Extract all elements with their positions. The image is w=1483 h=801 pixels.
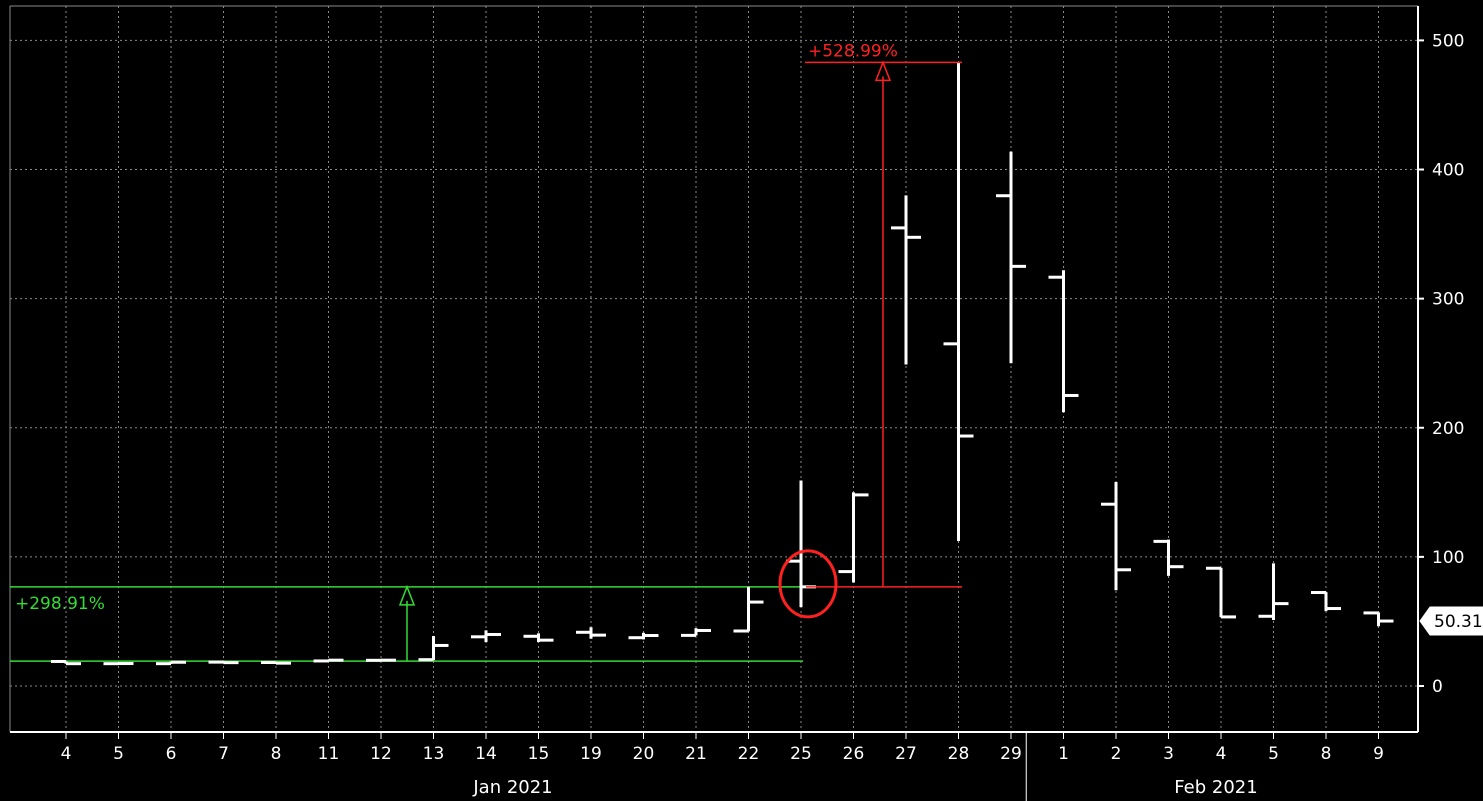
x-tick-label: 7 <box>218 744 229 764</box>
ohlc-bar <box>261 661 291 665</box>
ohlc-bar <box>1311 591 1341 612</box>
ohlc-bar <box>1206 566 1236 619</box>
x-tick-label: 14 <box>475 744 497 764</box>
ohlc-bar <box>1101 481 1131 591</box>
x-tick-label: 20 <box>633 744 655 764</box>
last-price-label: 50.31 <box>1434 612 1483 632</box>
x-tick-label: 29 <box>1000 744 1022 764</box>
ohlc-bar <box>208 660 239 665</box>
x-tick-label: 26 <box>843 744 865 764</box>
x-tick-label: 21 <box>685 744 707 764</box>
x-tick-label: 13 <box>423 744 445 764</box>
month-label: Feb 2021 <box>1174 777 1257 798</box>
ohlc-bar <box>681 628 711 637</box>
y-tick-label: 300 <box>1432 290 1464 310</box>
x-tick-label: 15 <box>528 744 550 764</box>
x-tick-label: 11 <box>318 744 340 764</box>
ohlc-bar <box>156 660 186 666</box>
red-percent-label: +528.99% <box>808 41 898 61</box>
y-tick-label: 0 <box>1432 677 1443 697</box>
x-tick-label: 3 <box>1163 744 1174 764</box>
x-tick-label: 28 <box>948 744 970 764</box>
ohlc-bar <box>943 62 974 541</box>
ohlc-bar <box>576 627 606 639</box>
x-tick-label: 25 <box>790 744 812 764</box>
x-tick-label: 8 <box>1321 744 1332 764</box>
y-tick-label: 100 <box>1432 548 1464 568</box>
green-arrow-head <box>398 584 416 606</box>
green-percent-label: +298.91% <box>15 594 105 614</box>
x-tick-label: 8 <box>271 744 282 764</box>
x-tick-label: 1 <box>1058 744 1069 764</box>
x-tick-label: 19 <box>580 744 602 764</box>
x-tick-label: 4 <box>1216 744 1227 764</box>
annotation-layer: +298.91% +528.99% <box>15 41 962 619</box>
y-tick-label: 200 <box>1432 419 1464 439</box>
ohlc-bar <box>103 662 134 666</box>
x-tick-label: 9 <box>1373 744 1384 764</box>
ohlc-bar <box>366 658 396 662</box>
bars-layer <box>51 62 1394 666</box>
y-tick-label: 500 <box>1432 31 1464 51</box>
y-tick-label: 400 <box>1432 161 1464 181</box>
ohlc-bar <box>51 659 81 666</box>
last-price-flag <box>1419 606 1483 636</box>
x-tick-label: 2 <box>1111 744 1122 764</box>
ohlc-bar <box>1258 563 1289 621</box>
ohlc-bar <box>1153 539 1184 576</box>
highlight-circle <box>778 549 838 619</box>
month-label: Jan 2021 <box>472 777 552 798</box>
ohlc-bar <box>891 195 921 365</box>
ohlc-bar <box>418 636 449 662</box>
ohlc-bar <box>838 492 869 583</box>
x-tick-label: 27 <box>895 744 917 764</box>
red-arrow-head <box>874 60 892 82</box>
ohlc-bar <box>313 658 344 663</box>
x-tick-label: 5 <box>113 744 124 764</box>
x-tick-label: 12 <box>370 744 392 764</box>
x-tick-label: 22 <box>738 744 760 764</box>
ohlc-bar <box>1363 611 1394 627</box>
x-tick-label: 5 <box>1268 744 1279 764</box>
annotation-layer-under <box>10 584 806 662</box>
ohlc-bar <box>733 586 764 633</box>
x-tick-label: 6 <box>166 744 177 764</box>
ohlc-bar <box>471 630 501 643</box>
ohlc-bar <box>523 633 554 643</box>
ohlc-bar <box>1048 270 1079 413</box>
ohlc-bar <box>628 632 659 640</box>
x-tick-label: 4 <box>61 744 72 764</box>
ohlc-bar <box>996 151 1026 364</box>
